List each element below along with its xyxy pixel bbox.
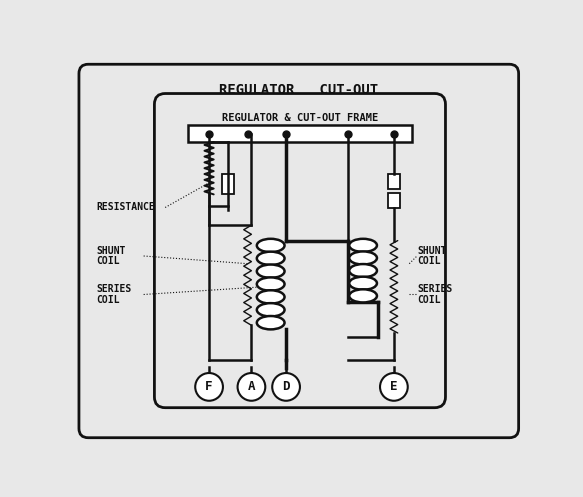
Ellipse shape [349,277,377,290]
Ellipse shape [257,303,285,317]
Circle shape [380,373,408,401]
Ellipse shape [349,289,377,303]
Text: SERIES: SERIES [417,284,452,294]
Bar [388,193,400,208]
Text: COIL: COIL [96,295,120,305]
FancyBboxPatch shape [154,93,445,408]
Ellipse shape [349,264,377,277]
Ellipse shape [257,251,285,265]
Text: F: F [205,380,213,394]
Ellipse shape [257,277,285,291]
Text: E: E [390,380,398,394]
Text: COIL: COIL [417,256,441,266]
Ellipse shape [257,290,285,304]
Text: SHUNT: SHUNT [96,246,125,255]
Circle shape [195,373,223,401]
Text: SHUNT: SHUNT [417,246,447,255]
Ellipse shape [349,251,377,264]
Bar [188,125,412,142]
Ellipse shape [257,264,285,278]
Text: RESISTANCE: RESISTANCE [96,202,154,213]
Ellipse shape [257,316,285,330]
Ellipse shape [257,239,285,252]
Text: COIL: COIL [96,256,120,266]
Text: A: A [248,380,255,394]
Circle shape [237,373,265,401]
Text: SERIES: SERIES [96,284,131,294]
FancyBboxPatch shape [79,64,519,438]
Text: D: D [282,380,290,394]
Bar [222,173,234,194]
Text: REGULATOR & CUT-OUT FRAME: REGULATOR & CUT-OUT FRAME [222,113,378,123]
Circle shape [272,373,300,401]
Bar [388,173,400,189]
Text: REGULATOR   CUT-OUT: REGULATOR CUT-OUT [219,83,378,97]
Ellipse shape [349,239,377,252]
Text: COIL: COIL [417,295,441,305]
